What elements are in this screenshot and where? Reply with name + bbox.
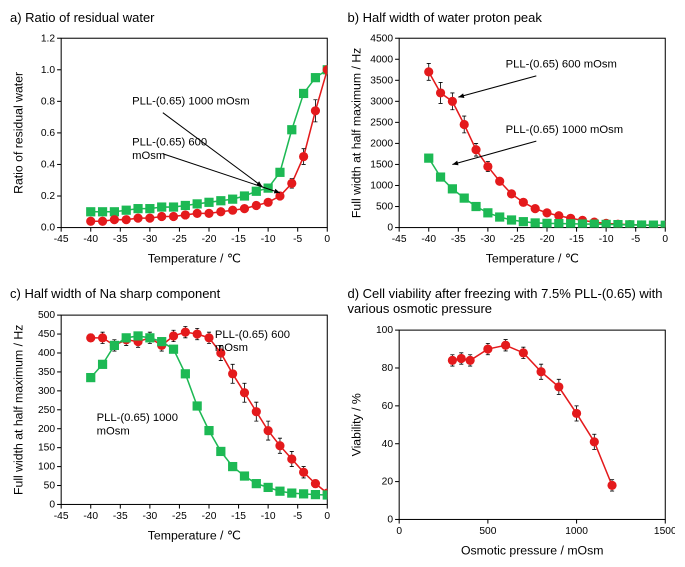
svg-text:Full width at half maximum / H: Full width at half maximum / Hz	[11, 324, 25, 494]
svg-text:1000: 1000	[370, 181, 393, 192]
svg-text:-10: -10	[598, 234, 613, 245]
svg-text:-35: -35	[450, 234, 465, 245]
svg-text:-30: -30	[142, 234, 157, 245]
svg-text:-45: -45	[54, 510, 69, 521]
svg-text:2500: 2500	[370, 117, 393, 128]
svg-text:-20: -20	[539, 234, 554, 245]
svg-text:0: 0	[49, 499, 55, 510]
svg-text:400: 400	[38, 348, 55, 359]
svg-text:-45: -45	[54, 234, 69, 245]
panel-c: c) Half width of Na sharp component -45-…	[10, 286, 338, 553]
svg-text:300: 300	[38, 386, 55, 397]
svg-text:PLL-(0.65) 600: PLL-(0.65) 600	[215, 328, 290, 340]
svg-text:-25: -25	[172, 510, 187, 521]
panel-a-title: a) Ratio of residual water	[10, 10, 338, 25]
svg-text:Temperature / ℃: Temperature / ℃	[485, 251, 578, 265]
svg-text:1500: 1500	[370, 160, 393, 171]
chart-c: -45 -40 -35 -30 -25 -20 -15 -10 -5 0 0 50 100 150 200 2…	[10, 303, 338, 552]
svg-text:Full width at half maximum / H: Full width at half maximum / Hz	[349, 48, 363, 218]
svg-text:0: 0	[387, 223, 393, 234]
svg-text:-15: -15	[569, 234, 584, 245]
svg-text:-5: -5	[293, 510, 302, 521]
svg-text:100: 100	[375, 325, 392, 336]
svg-text:500: 500	[375, 202, 392, 213]
svg-text:0: 0	[324, 234, 330, 245]
chart-grid: a) Ratio of residual water -45-40-35-30-…	[10, 10, 675, 553]
svg-text:3000: 3000	[370, 96, 393, 107]
svg-text:-20: -20	[202, 510, 217, 521]
svg-text:-40: -40	[83, 234, 98, 245]
svg-text:Temperature / ℃: Temperature / ℃	[148, 251, 241, 265]
chart-a: -45 -40 -35 -30 -25 -20 -15 -10 -5 0 0.0 0.2 0.4 0.6 0…	[10, 27, 338, 275]
svg-text:PLL-(0.65) 600: PLL-(0.65) 600	[132, 137, 207, 149]
svg-text:-15: -15	[231, 510, 246, 521]
svg-text:0.8: 0.8	[41, 96, 56, 107]
svg-text:0.0: 0.0	[41, 223, 56, 234]
svg-text:PLL-(0.65) 600 mOsm: PLL-(0.65) 600 mOsm	[505, 59, 616, 71]
svg-text:-20: -20	[202, 234, 217, 245]
svg-text:PLL-(0.65) 1000 mOsm: PLL-(0.65) 1000 mOsm	[132, 95, 250, 107]
svg-text:-30: -30	[142, 510, 157, 521]
svg-text:-10: -10	[261, 510, 276, 521]
svg-text:1.0: 1.0	[41, 65, 56, 76]
svg-text:-25: -25	[172, 234, 187, 245]
svg-text:-35: -35	[113, 234, 128, 245]
svg-text:1000: 1000	[565, 525, 588, 536]
svg-text:-30: -30	[480, 234, 495, 245]
svg-text:-5: -5	[293, 234, 302, 245]
svg-text:0.6: 0.6	[41, 128, 56, 139]
svg-text:Temperature / ℃: Temperature / ℃	[148, 528, 241, 542]
svg-text:1500: 1500	[653, 525, 675, 536]
svg-text:0: 0	[396, 525, 402, 536]
svg-text:-10: -10	[261, 234, 276, 245]
svg-text:150: 150	[38, 442, 55, 453]
panel-b-title: b) Half width of water proton peak	[348, 10, 676, 25]
svg-text:-5: -5	[631, 234, 640, 245]
svg-text:4500: 4500	[370, 33, 393, 44]
svg-text:Osmotic pressure / mOsm: Osmotic pressure / mOsm	[460, 543, 602, 557]
panel-d-title: d) Cell viability after freezing with 7.…	[348, 286, 676, 316]
svg-text:-35: -35	[113, 510, 128, 521]
svg-text:-45: -45	[391, 234, 406, 245]
chart-b: -45 -40 -35 -30 -25 -20 -15 -10 -5 0 0 500 1000 1500 2…	[348, 27, 676, 275]
svg-text:500: 500	[38, 310, 55, 321]
svg-text:-25: -25	[510, 234, 525, 245]
svg-text:mOsm: mOsm	[132, 150, 165, 162]
svg-text:50: 50	[44, 480, 56, 491]
svg-text:-40: -40	[83, 510, 98, 521]
svg-text:500: 500	[479, 525, 496, 536]
svg-text:Ratio of residual water: Ratio of residual water	[11, 72, 25, 194]
svg-text:80: 80	[381, 363, 393, 374]
svg-text:0: 0	[662, 234, 668, 245]
svg-text:3500: 3500	[370, 75, 393, 86]
svg-text:0: 0	[387, 514, 393, 525]
svg-text:-40: -40	[421, 234, 436, 245]
svg-text:100: 100	[38, 461, 55, 472]
svg-text:450: 450	[38, 329, 55, 340]
svg-text:PLL-(0.65) 1000 mOsm: PLL-(0.65) 1000 mOsm	[505, 124, 623, 136]
svg-text:250: 250	[38, 404, 55, 415]
panel-b: b) Half width of water proton peak -45-4…	[348, 10, 676, 276]
panel-a: a) Ratio of residual water -45-40-35-30-…	[10, 10, 338, 276]
svg-text:200: 200	[38, 423, 55, 434]
svg-text:mOsm: mOsm	[215, 342, 248, 354]
svg-text:mOsm: mOsm	[97, 425, 130, 437]
svg-text:PLL-(0.65) 1000: PLL-(0.65) 1000	[97, 412, 178, 424]
svg-text:40: 40	[381, 438, 393, 449]
svg-text:Viability / %: Viability / %	[349, 393, 363, 456]
panel-c-title: c) Half width of Na sharp component	[10, 286, 338, 301]
panel-d: d) Cell viability after freezing with 7.…	[348, 286, 676, 553]
svg-text:0: 0	[324, 510, 330, 521]
chart-d: 0 500 1000 1500 0 20 40 60 80 100 Osmotic pressure…	[348, 318, 676, 567]
svg-text:4000: 4000	[370, 54, 393, 65]
svg-text:1.2: 1.2	[41, 33, 56, 44]
svg-text:60: 60	[381, 401, 393, 412]
svg-text:350: 350	[38, 367, 55, 378]
svg-text:2000: 2000	[370, 138, 393, 149]
svg-text:20: 20	[381, 476, 393, 487]
svg-text:0.2: 0.2	[41, 191, 56, 202]
svg-text:0.4: 0.4	[41, 160, 56, 171]
svg-text:-15: -15	[231, 234, 246, 245]
